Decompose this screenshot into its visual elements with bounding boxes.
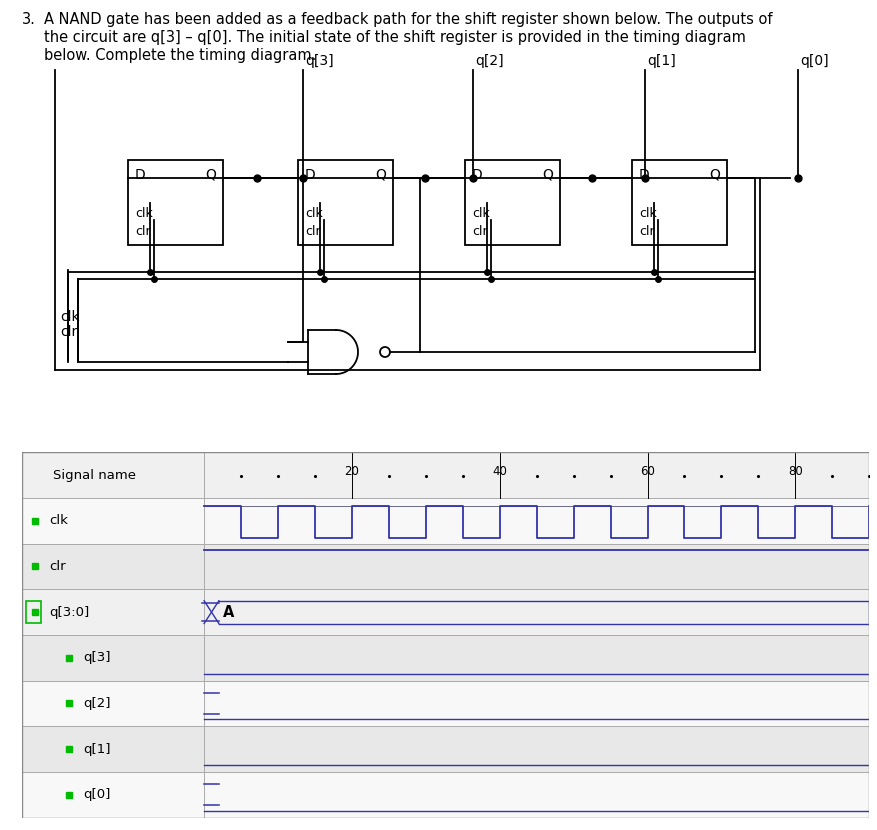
Text: 40: 40 [492, 465, 507, 478]
Text: clk: clk [472, 207, 489, 220]
Text: below. Complete the timing diagram.: below. Complete the timing diagram. [44, 48, 316, 63]
Text: A NAND gate has been added as a feedback path for the shift register shown below: A NAND gate has been added as a feedback… [44, 12, 772, 27]
Text: clr: clr [60, 325, 77, 339]
Text: clr: clr [49, 560, 66, 573]
Text: clr: clr [304, 225, 320, 238]
Text: clk: clk [135, 207, 153, 220]
Text: clr: clr [135, 225, 151, 238]
Bar [631, 160, 726, 245]
Bar [22, 589, 868, 635]
Text: A: A [223, 604, 234, 620]
Bar [297, 160, 393, 245]
Bar [128, 160, 223, 245]
Text: D: D [304, 168, 316, 182]
Text: clk: clk [60, 310, 80, 324]
Text: q[1]: q[1] [646, 54, 675, 68]
Text: clk: clk [638, 207, 656, 220]
Text: clk: clk [49, 515, 68, 527]
Text: q[0]: q[0] [799, 54, 828, 68]
Text: 80: 80 [787, 465, 802, 478]
Text: q[3:0]: q[3:0] [49, 606, 89, 618]
Text: Q: Q [541, 168, 553, 182]
Text: 20: 20 [344, 465, 359, 478]
Text: Q: Q [374, 168, 386, 182]
Bar [22, 635, 868, 681]
Text: q[1]: q[1] [82, 743, 111, 755]
Bar [22, 544, 868, 589]
Text: the circuit are q[3] – q[0]. The initial state of the shift register is provided: the circuit are q[3] – q[0]. The initial… [44, 30, 745, 45]
Text: D: D [472, 168, 482, 182]
Text: q[3]: q[3] [82, 652, 111, 664]
Text: q[2]: q[2] [82, 697, 111, 710]
Text: 3.: 3. [22, 12, 36, 27]
Text: q[2]: q[2] [474, 54, 503, 68]
Text: Q: Q [205, 168, 216, 182]
Bar [22, 498, 868, 544]
Text: q[3]: q[3] [304, 54, 333, 68]
Bar [22, 681, 868, 726]
Bar [465, 160, 560, 245]
Bar [22, 452, 868, 498]
Text: clk: clk [304, 207, 323, 220]
Bar [22, 772, 868, 818]
Text: Signal name: Signal name [53, 469, 136, 481]
Text: 60: 60 [639, 465, 654, 478]
Bar [26, 601, 41, 623]
Text: clr: clr [638, 225, 654, 238]
Text: clr: clr [472, 225, 487, 238]
Text: D: D [638, 168, 649, 182]
Text: D: D [135, 168, 146, 182]
Bar [22, 726, 868, 772]
Text: Q: Q [709, 168, 719, 182]
Text: q[0]: q[0] [82, 788, 111, 801]
